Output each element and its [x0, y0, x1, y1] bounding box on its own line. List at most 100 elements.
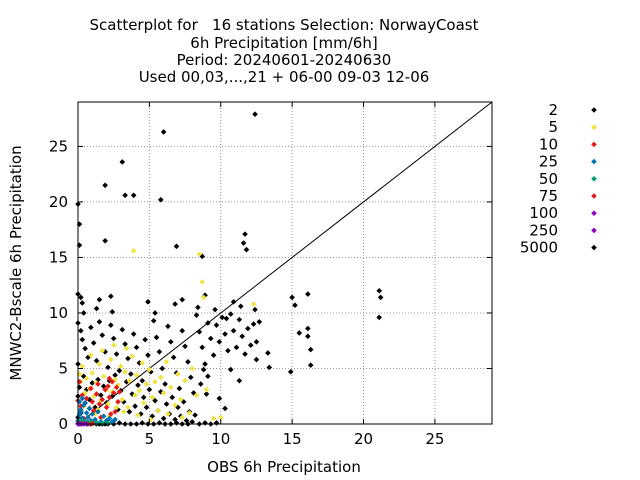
data-point [305, 291, 311, 297]
legend-label: 100 [529, 204, 558, 222]
data-point [133, 344, 140, 351]
data-point [120, 408, 127, 415]
data-point [78, 408, 84, 415]
data-point [96, 319, 103, 325]
data-point [143, 381, 150, 387]
data-point [216, 395, 223, 402]
legend-label: 5 [548, 118, 558, 136]
data-point [108, 356, 114, 363]
data-point [90, 393, 97, 400]
data-point [233, 344, 240, 351]
one-to-one-line [77, 101, 493, 425]
data-point [142, 336, 148, 343]
data-point [167, 384, 174, 391]
data-point [79, 336, 86, 343]
data-point [172, 301, 178, 307]
data-point [289, 294, 295, 301]
data-point [89, 411, 96, 417]
data-point [89, 370, 96, 376]
grid-lines [78, 102, 492, 424]
x-tick-label: 15 [283, 430, 302, 448]
data-point [95, 408, 101, 415]
legend-marker [591, 107, 597, 113]
legend-label: 250 [529, 221, 558, 239]
data-point [305, 325, 311, 332]
title-line-1: Scatterplot for 16 stations Selection: N… [89, 16, 478, 34]
data-point [256, 319, 263, 325]
data-point [199, 253, 205, 260]
data-point [202, 361, 208, 367]
data-point [145, 352, 151, 358]
data-point [189, 365, 196, 372]
data-point [78, 327, 84, 334]
chart-title: Scatterplot for 16 stations Selection: N… [89, 16, 478, 86]
data-point [106, 415, 113, 422]
data-point [125, 355, 131, 362]
data-point [136, 387, 143, 394]
data-point [210, 352, 217, 358]
data-point [82, 400, 88, 406]
data-point [236, 316, 243, 323]
data-point [76, 384, 83, 391]
title-line-4: Used 00,03,...,21 + 06-00 09-03 12-06 [139, 68, 430, 86]
data-point [377, 294, 384, 301]
data-point [140, 394, 147, 401]
data-point [212, 306, 218, 313]
data-point [113, 351, 120, 357]
data-point [242, 231, 248, 237]
data-point [307, 346, 314, 353]
y-tick-label: 0 [58, 415, 68, 433]
data-point [176, 385, 183, 392]
axis-ticks: 0 5 10 15 20 25 0 5 10 15 20 25 [49, 102, 492, 448]
data-point [119, 159, 126, 165]
data-point [133, 372, 140, 378]
data-point [200, 366, 207, 373]
title-line-2: 6h Precipitation [mm/6h] [190, 34, 377, 52]
data-point [139, 377, 146, 384]
legend-marker [591, 158, 597, 165]
data-point [105, 383, 111, 390]
data-point [79, 300, 86, 306]
data-point [160, 129, 167, 135]
data-point [110, 390, 117, 396]
x-axis-label: OBS 6h Precipitation [207, 458, 361, 476]
data-point [192, 412, 198, 418]
data-point [108, 293, 114, 300]
data-point [116, 389, 123, 395]
data-point [158, 374, 164, 381]
data-point [79, 392, 86, 398]
data-point [122, 341, 128, 347]
data-point [129, 391, 136, 397]
data-point [86, 405, 93, 412]
data-point [132, 392, 138, 398]
data-point [172, 402, 178, 408]
data-point [158, 196, 164, 203]
data-point [190, 390, 197, 396]
data-point [239, 333, 245, 340]
data-point [253, 339, 260, 345]
data-point [143, 404, 150, 411]
y-tick-label: 25 [49, 137, 68, 155]
data-point [162, 381, 168, 387]
data-point [189, 418, 196, 425]
data-point [132, 403, 138, 410]
data-point [118, 363, 124, 370]
data-point [110, 335, 117, 342]
data-point [242, 351, 248, 357]
data-point [230, 327, 237, 334]
data-point [173, 420, 180, 426]
data-point [292, 302, 298, 308]
legend-marker [591, 244, 597, 251]
data-point [140, 400, 147, 406]
y-tick-label: 5 [58, 359, 68, 377]
data-point [99, 396, 106, 403]
data-point [78, 294, 84, 301]
data-point [139, 420, 146, 426]
diagonal-reference-line [77, 101, 493, 425]
data-point [96, 361, 103, 367]
legend-label: 25 [539, 153, 558, 171]
legend-label: 10 [539, 135, 558, 153]
data-point [103, 404, 110, 411]
data-point [119, 326, 126, 333]
